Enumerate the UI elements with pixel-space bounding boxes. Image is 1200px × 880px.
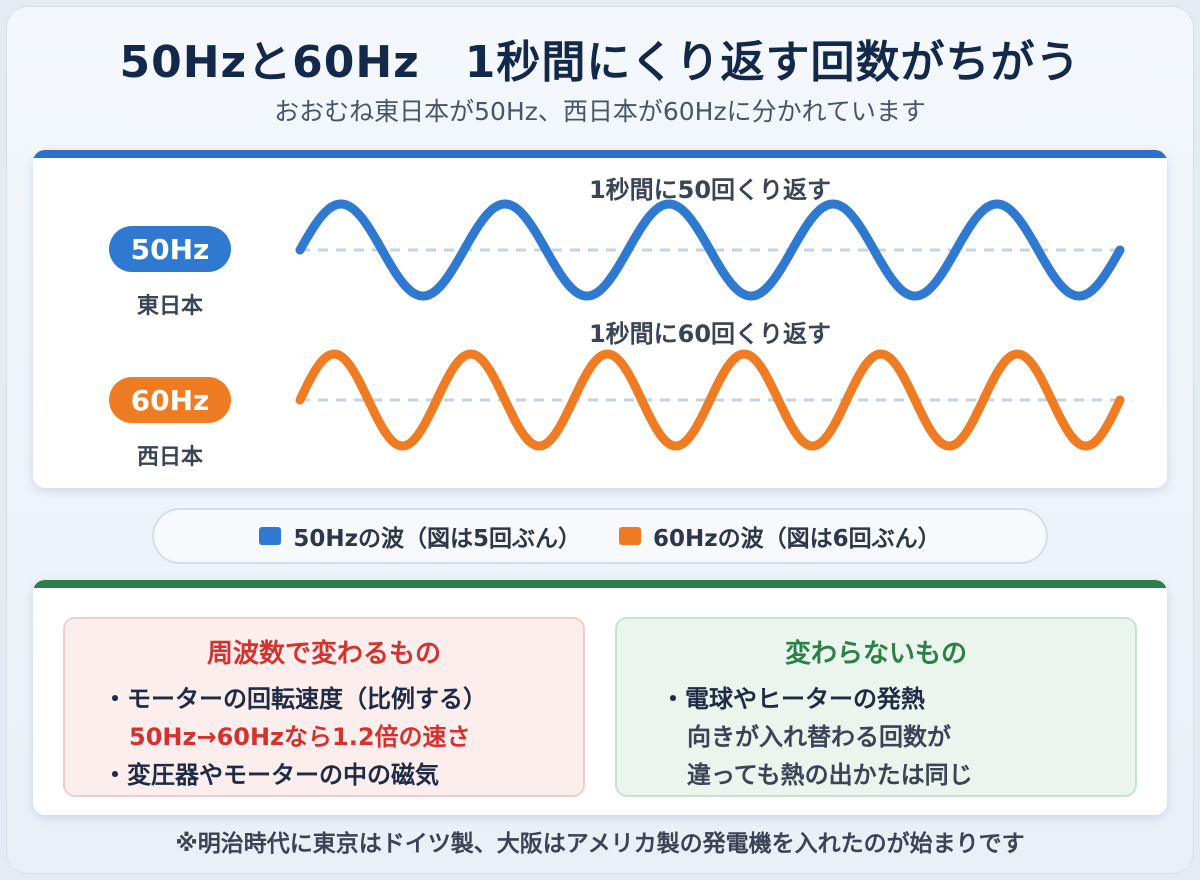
unchanged-list: ・電球やヒーターの発熱 向きが入れ替わる回数が 違っても熱の出かたは同じ [617, 680, 1135, 794]
page-subtitle: おおむね東日本が50Hz、西日本が60Hzに分かれています [274, 97, 926, 126]
wave-60hz [295, 349, 1125, 451]
changes-box: 周波数で変わるもの ・モーターの回転速度（比例する） 50Hz→60Hzなら1.… [63, 617, 585, 797]
region-east-japan: 東日本 [136, 294, 203, 319]
wave-50hz [295, 199, 1125, 301]
unchanged-item-heat-line3: 違っても熱の出かたは同じ [687, 761, 973, 789]
badge-60hz: 60Hz [109, 377, 231, 423]
unchanged-item-heat: ・電球やヒーターの発熱 [661, 685, 925, 713]
wave-label-50hz: 1秒間に50回くり返す [588, 176, 832, 204]
region-west-japan: 西日本 [136, 445, 203, 470]
unchanged-item-heat-line2: 向きが入れ替わる回数が [687, 723, 951, 751]
unchanged-title: 変わらないもの [784, 639, 967, 669]
badge-50hz: 50Hz [109, 226, 231, 272]
legend-label-60hz: 60Hzの波（図は6回ぶん） [653, 526, 941, 552]
legend: 50Hzの波（図は5回ぶん） 60Hzの波（図は6回ぶん） [152, 508, 1048, 564]
changes-title: 周波数で変わるもの [206, 639, 441, 669]
footnote: ※明治時代に東京はドイツ製、大阪はアメリカ製の発電機を入れたのが始まりです [175, 831, 1025, 857]
unchanged-box: 変わらないもの ・電球やヒーターの発熱 向きが入れ替わる回数が 違っても熱の出か… [615, 617, 1137, 797]
page-title: 50Hzと60Hz 1秒間にくり返す回数がちがう [119, 37, 1081, 88]
wave-label-60hz: 1秒間に60回くり返す [588, 320, 832, 348]
changes-item-motor-note: 50Hz→60Hzなら1.2倍の速さ [129, 723, 471, 751]
wave-panel [33, 150, 1167, 488]
legend-swatch-60hz [619, 527, 641, 545]
changes-item-magnetism: ・変圧器やモーターの中の磁気 [103, 761, 439, 789]
legend-item-50hz: 50Hzの波（図は5回ぶん） [259, 519, 581, 553]
changes-item-motor: ・モーターの回転速度（比例する） [103, 685, 487, 713]
legend-item-60hz: 60Hzの波（図は6回ぶん） [619, 519, 941, 553]
legend-label-50hz: 50Hzの波（図は5回ぶん） [293, 526, 581, 552]
comparison-panel-accent-bar [33, 580, 1167, 588]
changes-list: ・モーターの回転速度（比例する） 50Hz→60Hzなら1.2倍の速さ ・変圧器… [65, 680, 583, 794]
wave-panel-accent-bar [33, 150, 1167, 158]
legend-swatch-50hz [259, 527, 282, 545]
